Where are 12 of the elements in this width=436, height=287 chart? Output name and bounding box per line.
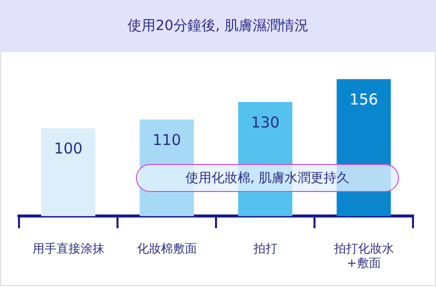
x-tick-label: 拍打化妝水 +敷面 — [332, 242, 394, 270]
x-tick-label: 化妝棉敷面 — [136, 242, 197, 256]
annotation: 使用化妝棉, 肌膚水潤更持久 — [185, 171, 350, 186]
chart-title: 使用20分鐘後, 肌膚濕潤情況 — [0, 0, 436, 52]
data-label: 100 — [54, 140, 83, 158]
data-label: 110 — [152, 130, 182, 149]
bar — [41, 128, 96, 216]
data-label: 130 — [250, 113, 280, 132]
x-tick-label: 用手直接涂抹 — [32, 242, 104, 256]
data-label: 156 — [349, 90, 378, 108]
x-tick-label: 拍打 — [252, 242, 278, 256]
rounded-callout: 使用化妝棉, 肌膚水潤更持久 — [136, 164, 399, 192]
